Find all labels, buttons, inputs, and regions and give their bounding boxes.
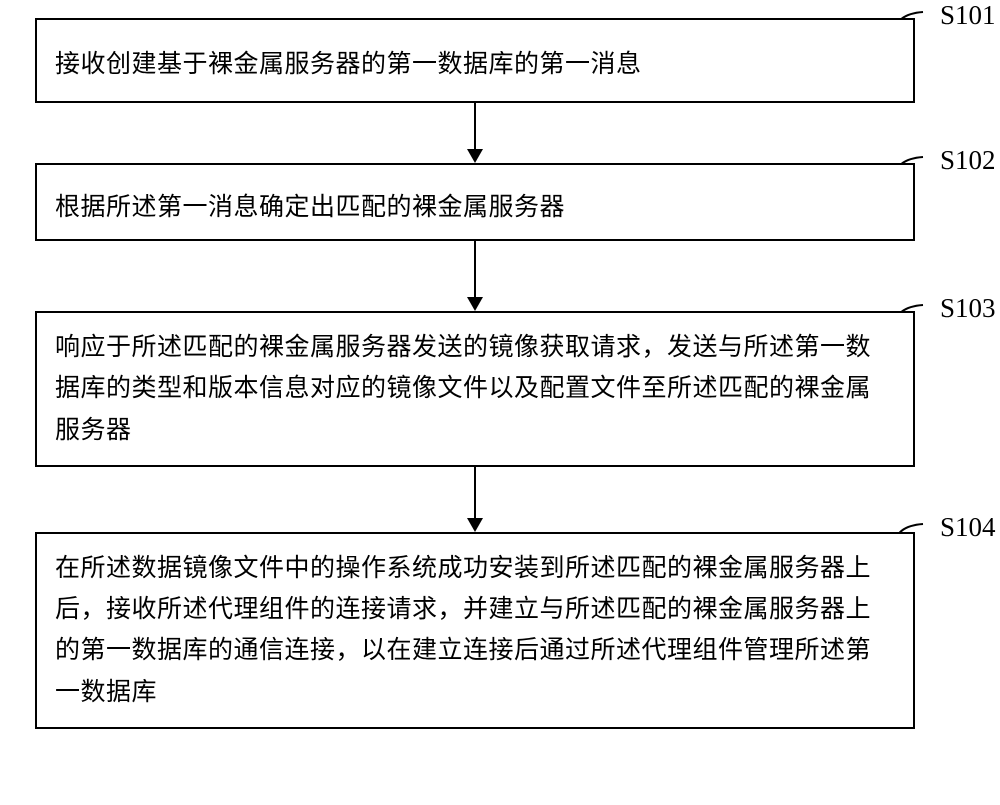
step-text-s104: 在所述数据镜像文件中的操作系统成功安装到所述匹配的裸金属服务器上后，接收所述代理… [55, 548, 895, 713]
step-label-s103: S103 [940, 293, 996, 324]
step-label-s101: S101 [940, 0, 996, 31]
step-box-s101: 接收创建基于裸金属服务器的第一数据库的第一消息 [35, 18, 915, 103]
step-box-s103: 响应于所述匹配的裸金属服务器发送的镜像获取请求，发送与所述第一数据库的类型和版本… [35, 311, 915, 467]
connector-3 [35, 467, 915, 532]
connector-1 [35, 103, 915, 163]
step-text-s101: 接收创建基于裸金属服务器的第一数据库的第一消息 [55, 44, 895, 85]
connector-2 [35, 241, 915, 311]
step-text-s103: 响应于所述匹配的裸金属服务器发送的镜像获取请求，发送与所述第一数据库的类型和版本… [55, 327, 895, 451]
step-text-s102: 根据所述第一消息确定出匹配的裸金属服务器 [55, 187, 895, 228]
step-label-s102: S102 [940, 145, 996, 176]
flowchart-container: S101 接收创建基于裸金属服务器的第一数据库的第一消息 S102 根据所述第一… [35, 18, 965, 729]
step-label-s104: S104 [940, 512, 996, 543]
step-box-s104: 在所述数据镜像文件中的操作系统成功安装到所述匹配的裸金属服务器上后，接收所述代理… [35, 532, 915, 729]
step-box-s102: 根据所述第一消息确定出匹配的裸金属服务器 [35, 163, 915, 241]
